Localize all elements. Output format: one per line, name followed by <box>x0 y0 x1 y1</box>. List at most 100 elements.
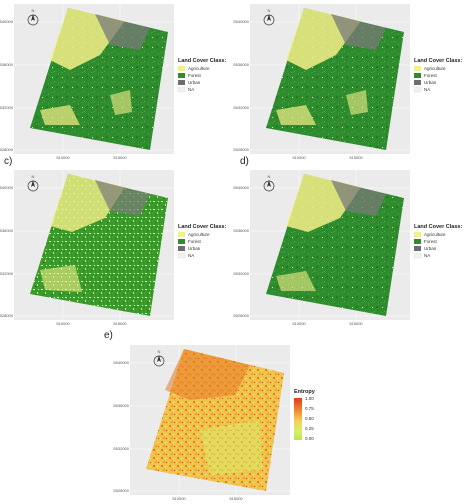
y-tick-label: 5536000 <box>233 228 249 233</box>
y-tick-label: 5528000 <box>113 488 129 493</box>
legend-swatch-urban <box>414 246 421 251</box>
urban-zone <box>331 180 386 216</box>
colorbar-tick-label: 0.50 <box>305 416 314 421</box>
y-tick-label: 5540000 <box>233 185 249 190</box>
svg-text:N: N <box>32 8 35 13</box>
y-tick-label: 5536000 <box>0 228 14 233</box>
legend-swatch-na <box>413 252 422 259</box>
north-arrow-icon: N <box>27 8 39 26</box>
legend-label: Urban <box>424 246 437 251</box>
y-tick-label: 5528000 <box>233 313 249 318</box>
y-tick-label: 5532000 <box>113 446 129 451</box>
y-tick-label: 5532000 <box>0 271 14 276</box>
urban-zone <box>95 14 150 50</box>
y-tick-label: 5536000 <box>0 62 14 67</box>
x-tick-label: 515000 <box>349 321 363 326</box>
y-tick-label: 5528000 <box>0 147 14 152</box>
legend-label: Urban <box>188 246 201 251</box>
legend-swatch-na <box>413 86 422 93</box>
landcover-legend: Land Cover Class: Agriculture Forest Urb… <box>177 58 226 93</box>
x-tick-label: 515000 <box>113 155 127 160</box>
legend-label: Forest <box>188 73 202 78</box>
entropy-legend: Entropy 1.00 0.75 0.50 0.25 0.00 <box>294 389 316 441</box>
legend-swatch-urban <box>178 246 185 251</box>
legend-swatch-agriculture <box>414 232 421 237</box>
legend-swatch-na <box>177 252 186 259</box>
legend-label: NA <box>188 253 194 258</box>
legend-swatch-forest <box>178 73 185 78</box>
landcover-legend: Land Cover Class: Agriculture Forest Urb… <box>177 224 226 259</box>
legend-title: Land Cover Class: <box>414 224 462 230</box>
colorbar-tick-label: 0.00 <box>305 436 314 441</box>
y-tick-label: 5540000 <box>0 19 14 24</box>
x-tick-label: 510000 <box>56 155 70 160</box>
legend-label: Forest <box>424 73 438 78</box>
agriculture-patch <box>276 105 316 125</box>
legend-label: Forest <box>424 239 438 244</box>
legend-swatch-urban <box>414 80 421 85</box>
north-arrow-icon: N <box>263 8 275 26</box>
map-panel-b: 5540000 5536000 5532000 5528000 510000 5… <box>233 4 462 160</box>
y-tick-label: 5532000 <box>233 105 249 110</box>
y-tick-label: 5528000 <box>0 313 14 318</box>
colorbar-tick-label: 0.75 <box>305 406 314 411</box>
legend-label: Agriculture <box>424 232 446 237</box>
x-tick-label: 510000 <box>292 155 306 160</box>
landcover-legend: Land Cover Class: Agriculture Forest Urb… <box>413 58 462 93</box>
urban-zone <box>331 14 386 50</box>
legend-label: Agriculture <box>188 66 210 71</box>
svg-text:N: N <box>158 349 161 354</box>
colorbar-tick-label: 0.25 <box>305 426 314 431</box>
legend-swatch-agriculture <box>178 66 185 71</box>
x-tick-label: 515000 <box>229 496 243 501</box>
north-arrow-icon: N <box>27 174 39 192</box>
legend-swatch-forest <box>414 73 421 78</box>
map-panel-d: 5540000 5536000 5532000 5528000 510000 5… <box>233 170 462 326</box>
y-tick-label: 5540000 <box>0 185 14 190</box>
map-panel-a: 5540000 5536000 5532000 5528000 510000 5… <box>0 4 226 160</box>
legend-label: Agriculture <box>188 232 210 237</box>
y-tick-label: 5540000 <box>233 19 249 24</box>
legend-title: Land Cover Class: <box>414 58 462 64</box>
x-tick-label: 510000 <box>56 321 70 326</box>
y-tick-label: 5536000 <box>233 62 249 67</box>
legend-swatch-forest <box>414 239 421 244</box>
y-tick-label: 5540000 <box>113 360 129 365</box>
x-tick-label: 510000 <box>172 496 186 501</box>
x-tick-label: 510000 <box>292 321 306 326</box>
low-entropy-zone <box>200 420 262 475</box>
panel-label-d: d) <box>240 156 249 167</box>
agriculture-patch <box>40 265 82 292</box>
agriculture-patch <box>346 90 368 115</box>
colorbar-tick-label: 1.00 <box>305 396 314 401</box>
legend-label: NA <box>424 87 430 92</box>
legend-title: Land Cover Class: <box>178 58 226 64</box>
legend-label: Urban <box>424 80 437 85</box>
legend-label: Agriculture <box>424 66 446 71</box>
panel-label-c: c) <box>4 156 13 167</box>
landcover-legend: Land Cover Class: Agriculture Forest Urb… <box>413 224 462 259</box>
legend-swatch-forest <box>178 239 185 244</box>
map-panel-e: 5540000 5536000 5532000 5528000 510000 5… <box>113 345 316 501</box>
agriculture-patch <box>276 271 316 291</box>
legend-label: Urban <box>188 80 201 85</box>
legend-title: Land Cover Class: <box>178 224 226 230</box>
panel-label-e: e) <box>104 330 113 341</box>
x-tick-label: 515000 <box>349 155 363 160</box>
high-entropy-zone <box>165 349 250 400</box>
svg-text:N: N <box>32 174 35 179</box>
y-tick-label: 5536000 <box>113 403 129 408</box>
svg-text:N: N <box>268 174 271 179</box>
agriculture-patch <box>110 90 132 115</box>
svg-text:N: N <box>268 8 271 13</box>
legend-swatch-agriculture <box>414 66 421 71</box>
y-tick-label: 5532000 <box>0 105 14 110</box>
map-panel-c: 5540000 5536000 5532000 5528000 510000 5… <box>0 170 226 326</box>
north-arrow-icon: N <box>263 174 275 192</box>
y-tick-label: 5532000 <box>233 271 249 276</box>
urban-zone <box>95 180 150 216</box>
north-arrow-icon: N <box>153 349 165 367</box>
y-tick-label: 5528000 <box>233 147 249 152</box>
legend-swatch-urban <box>178 80 185 85</box>
